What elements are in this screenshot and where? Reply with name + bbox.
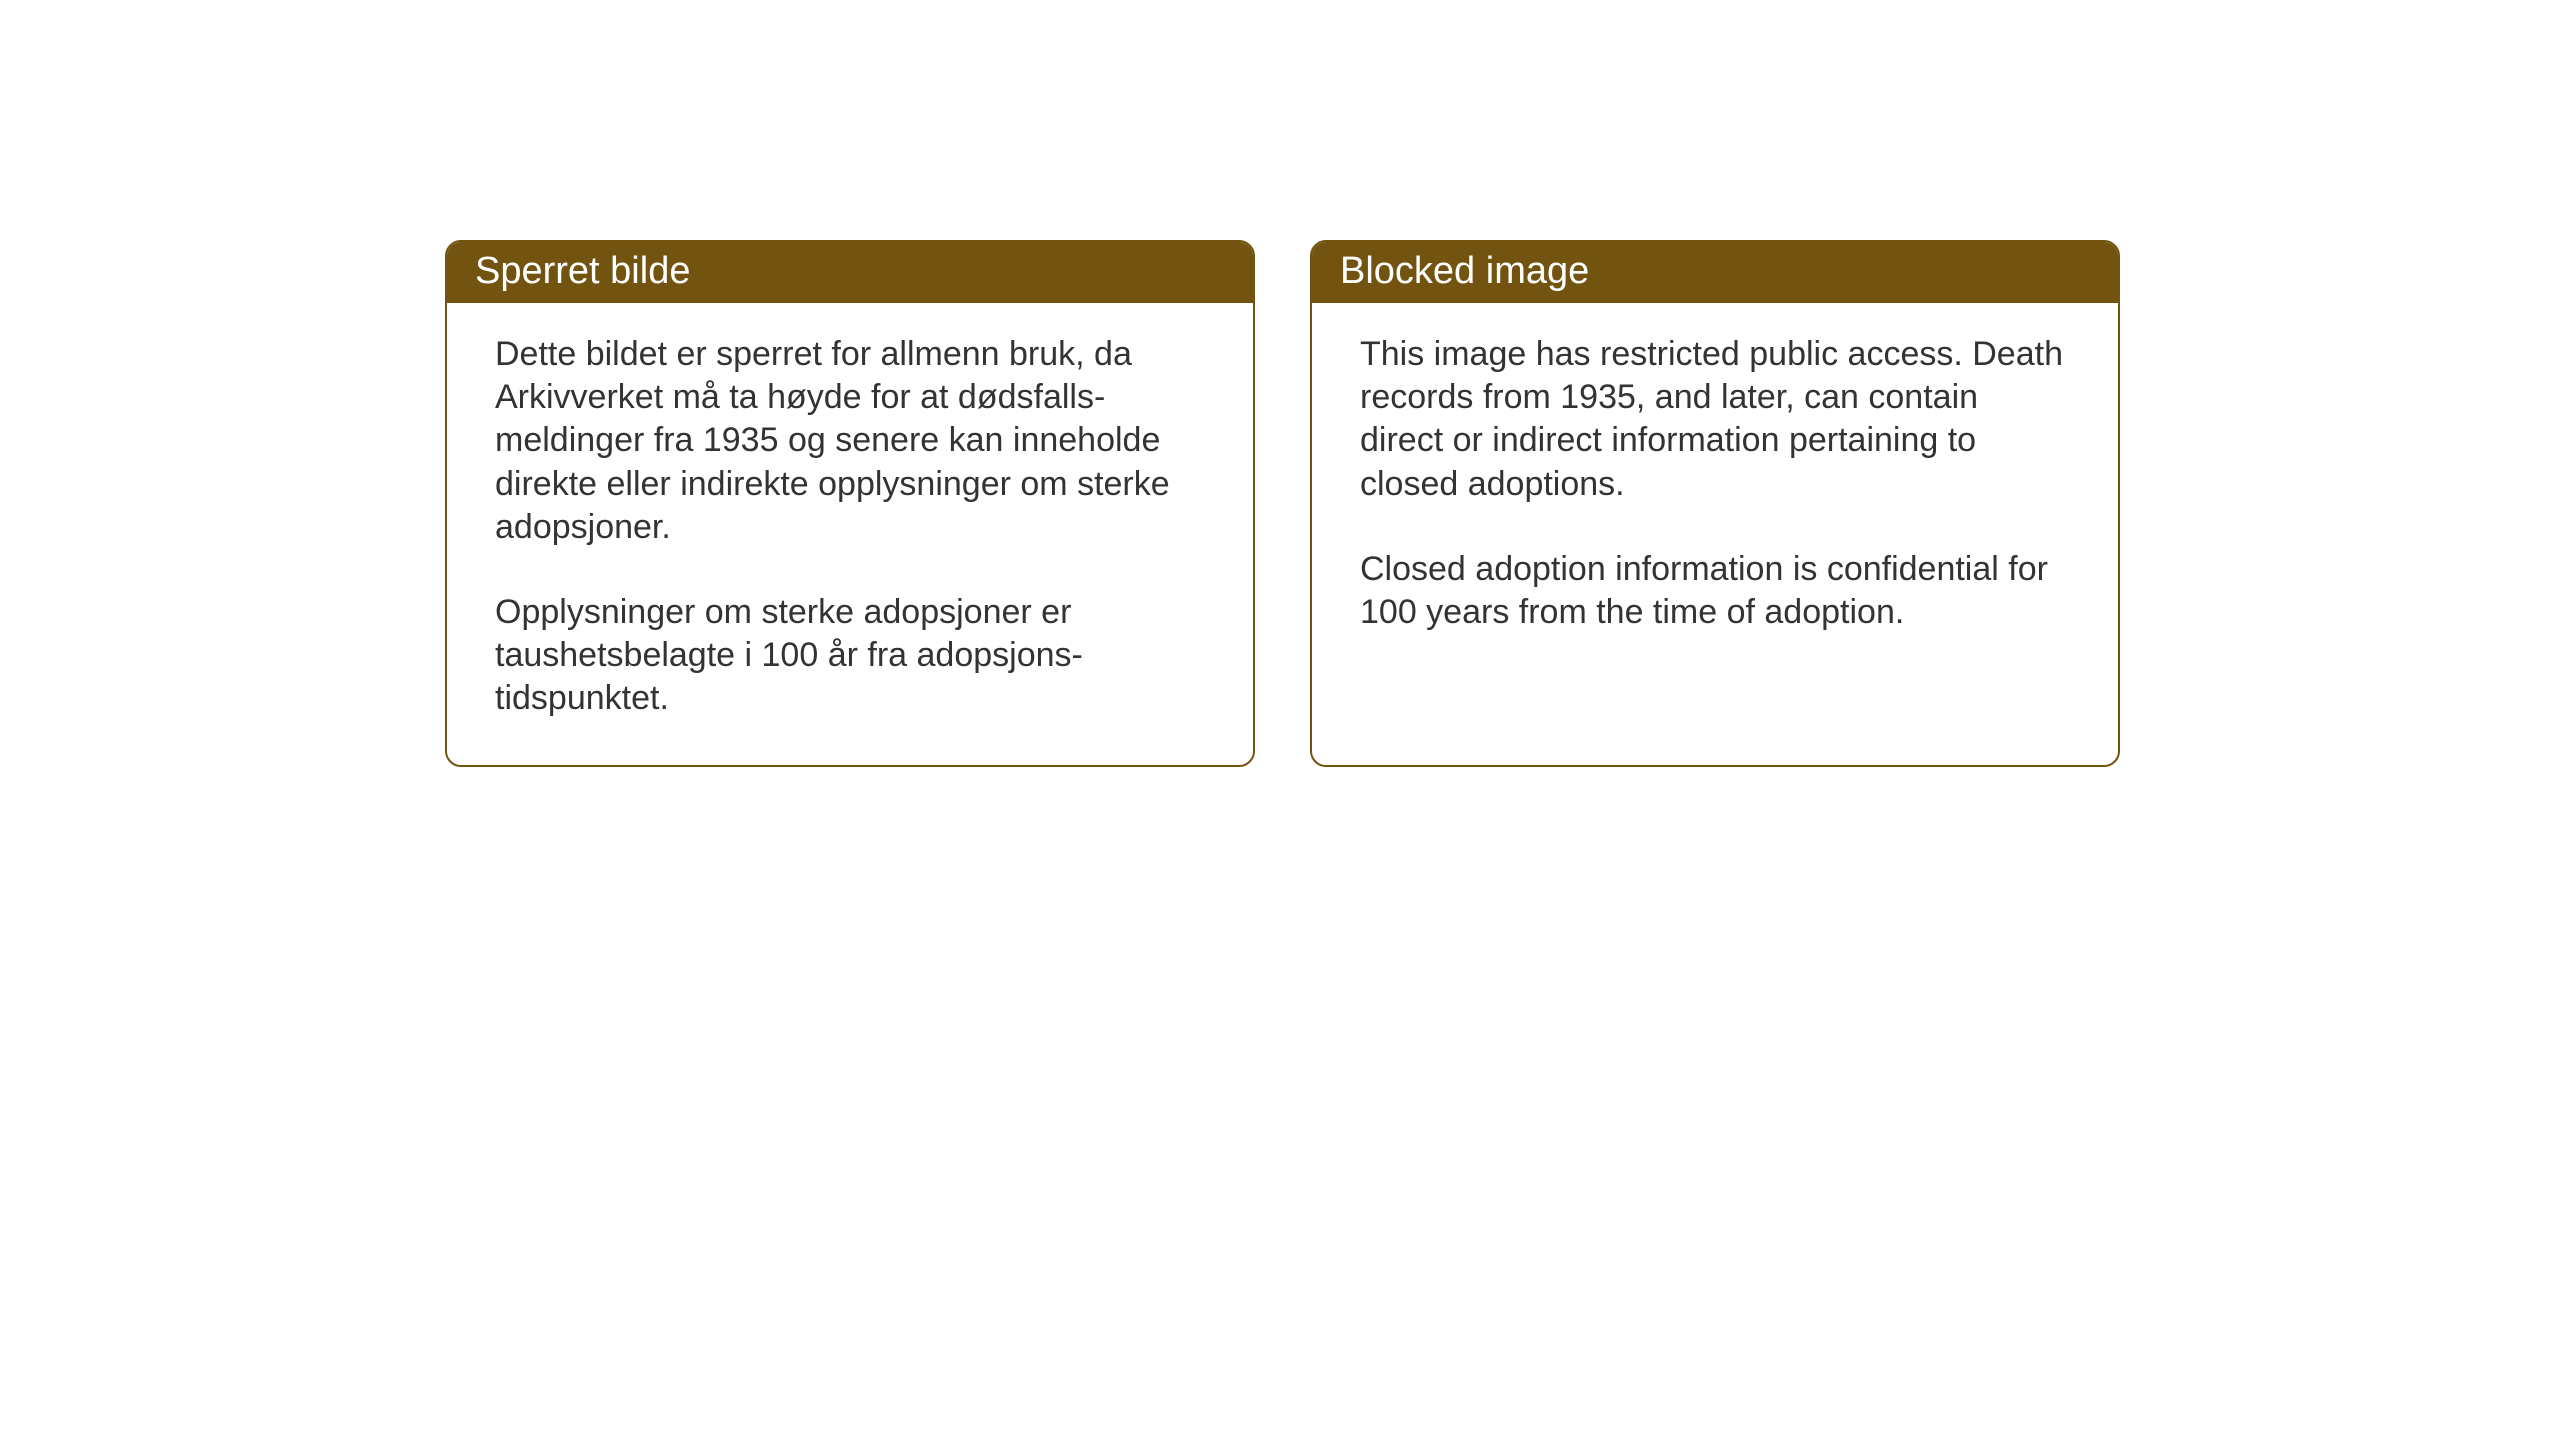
notice-card-norwegian: Sperret bilde Dette bildet er sperret fo…: [445, 240, 1255, 767]
card-body-english: This image has restricted public access.…: [1312, 303, 2118, 679]
card-paragraph-2-norwegian: Opplysninger om sterke adopsjoner er tau…: [495, 591, 1205, 721]
card-paragraph-1-english: This image has restricted public access.…: [1360, 333, 2070, 506]
card-body-norwegian: Dette bildet er sperret for allmenn bruk…: [447, 303, 1253, 765]
card-paragraph-2-english: Closed adoption information is confident…: [1360, 548, 2070, 634]
notice-cards-container: Sperret bilde Dette bildet er sperret fo…: [445, 240, 2120, 767]
card-title-norwegian: Sperret bilde: [475, 250, 690, 292]
card-header-english: Blocked image: [1312, 242, 2118, 303]
card-paragraph-1-norwegian: Dette bildet er sperret for allmenn bruk…: [495, 333, 1205, 549]
notice-card-english: Blocked image This image has restricted …: [1310, 240, 2120, 767]
card-header-norwegian: Sperret bilde: [447, 242, 1253, 303]
card-title-english: Blocked image: [1340, 250, 1589, 292]
